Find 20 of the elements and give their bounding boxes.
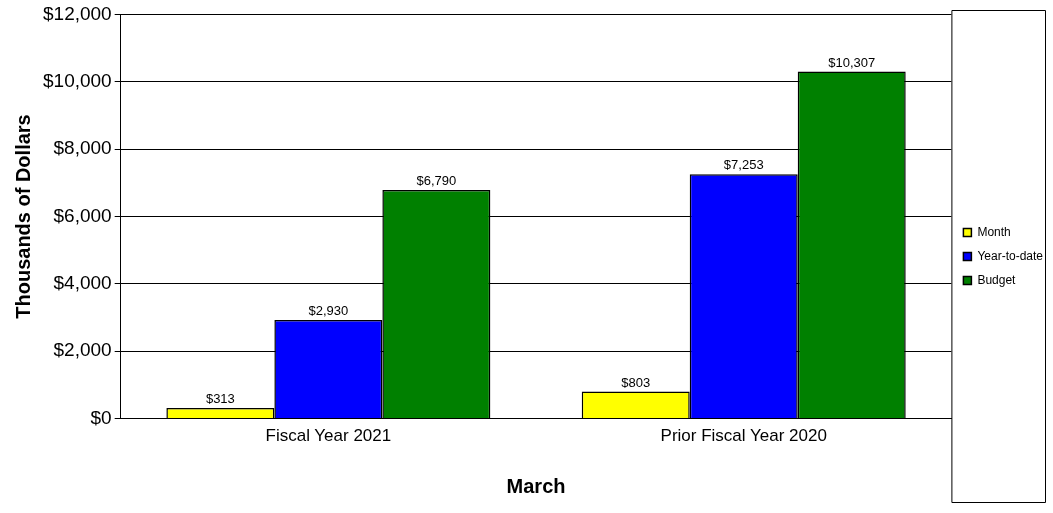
data-label: $2,930 <box>308 302 349 318</box>
x-tick-label: Prior Fiscal Year 2020 <box>660 426 827 446</box>
legend-label: Budget <box>977 272 1017 287</box>
y-tick-label: $8,000 <box>53 137 112 159</box>
legend-label: Month <box>977 224 1011 239</box>
y-tick-label: $10,000 <box>42 70 112 91</box>
x-axis-title: March <box>506 474 566 497</box>
data-label: $7,253 <box>723 157 764 173</box>
data-label: $10,307 <box>828 54 876 70</box>
y-axis-title: Thousands of Dollars <box>11 114 34 319</box>
y-tick-label: $12,000 <box>42 2 112 24</box>
y-tick-label: $4,000 <box>53 272 112 294</box>
y-tick-label: $0 <box>90 406 112 428</box>
data-label: $6,790 <box>416 172 457 188</box>
legend-label: Year-to-date <box>977 248 1044 263</box>
x-tick-label: Fiscal Year 2021 <box>265 426 392 446</box>
y-tick-label: $2,000 <box>53 339 112 361</box>
data-label: $313 <box>205 391 235 407</box>
y-tick-label: $6,000 <box>53 204 112 226</box>
data-label: $803 <box>621 374 651 390</box>
